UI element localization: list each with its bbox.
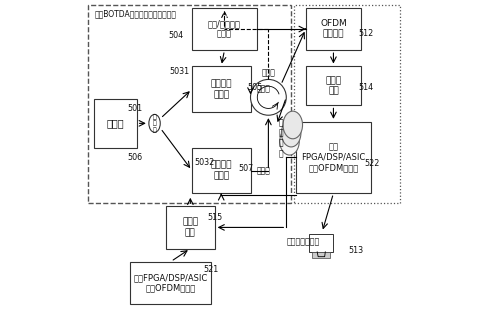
Text: 512: 512 [358, 30, 374, 38]
Text: 505: 505 [248, 83, 263, 92]
Text: 数模转
换器: 数模转 换器 [183, 218, 199, 237]
Ellipse shape [280, 127, 299, 155]
Text: 利用FPGA/DSP/ASIC
发射OFDM的模块: 利用FPGA/DSP/ASIC 发射OFDM的模块 [134, 273, 208, 292]
Ellipse shape [149, 114, 160, 132]
Text: 5032: 5032 [195, 158, 215, 167]
Bar [306, 8, 361, 50]
Bar [296, 122, 371, 193]
Bar [306, 67, 361, 106]
Text: 利用
FPGA/DSP/ASIC
接收OFDM的模块: 利用 FPGA/DSP/ASIC 接收OFDM的模块 [301, 143, 366, 173]
Text: 514: 514 [358, 83, 373, 92]
Bar [312, 252, 330, 258]
Bar [94, 99, 137, 148]
Text: 泵浦光: 泵浦光 [257, 85, 270, 94]
Bar [192, 8, 257, 50]
Ellipse shape [283, 111, 303, 139]
Text: 基于BOTDA的分布式光纤传感系统: 基于BOTDA的分布式光纤传感系统 [94, 10, 176, 18]
Bar [309, 234, 333, 252]
Bar [192, 148, 250, 193]
Ellipse shape [282, 119, 301, 147]
Text: 脉冲/随机序列
发生器: 脉冲/随机序列 发生器 [208, 19, 241, 39]
Text: 单
模
光
纤: 单 模 光 纤 [279, 118, 284, 158]
Text: 客户端显示模块: 客户端显示模块 [286, 237, 320, 247]
Text: 506: 506 [127, 153, 142, 162]
Circle shape [250, 79, 286, 115]
Text: 515: 515 [207, 213, 223, 222]
Bar [294, 5, 400, 203]
Bar [166, 206, 215, 249]
Text: 模数转
换器: 模数转 换器 [325, 76, 342, 96]
Text: 504: 504 [168, 31, 183, 40]
Text: 激光器: 激光器 [107, 118, 124, 128]
Text: 耦
合
器: 耦 合 器 [153, 114, 157, 133]
Text: 探测光: 探测光 [257, 166, 270, 175]
Text: 第一电光
调制器: 第一电光 调制器 [210, 79, 232, 99]
Text: 507: 507 [238, 164, 253, 174]
Text: OFDM
检测模块: OFDM 检测模块 [320, 19, 347, 39]
Text: 501: 501 [127, 104, 142, 113]
Text: 5031: 5031 [169, 67, 189, 76]
Text: 环形光: 环形光 [262, 69, 275, 77]
Text: 522: 522 [365, 159, 380, 169]
Bar [88, 5, 291, 203]
Bar [192, 67, 250, 112]
Text: 513: 513 [348, 246, 364, 255]
Bar [130, 261, 211, 304]
Text: 521: 521 [204, 265, 219, 274]
Text: 第二电光
调制器: 第二电光 调制器 [210, 161, 232, 180]
